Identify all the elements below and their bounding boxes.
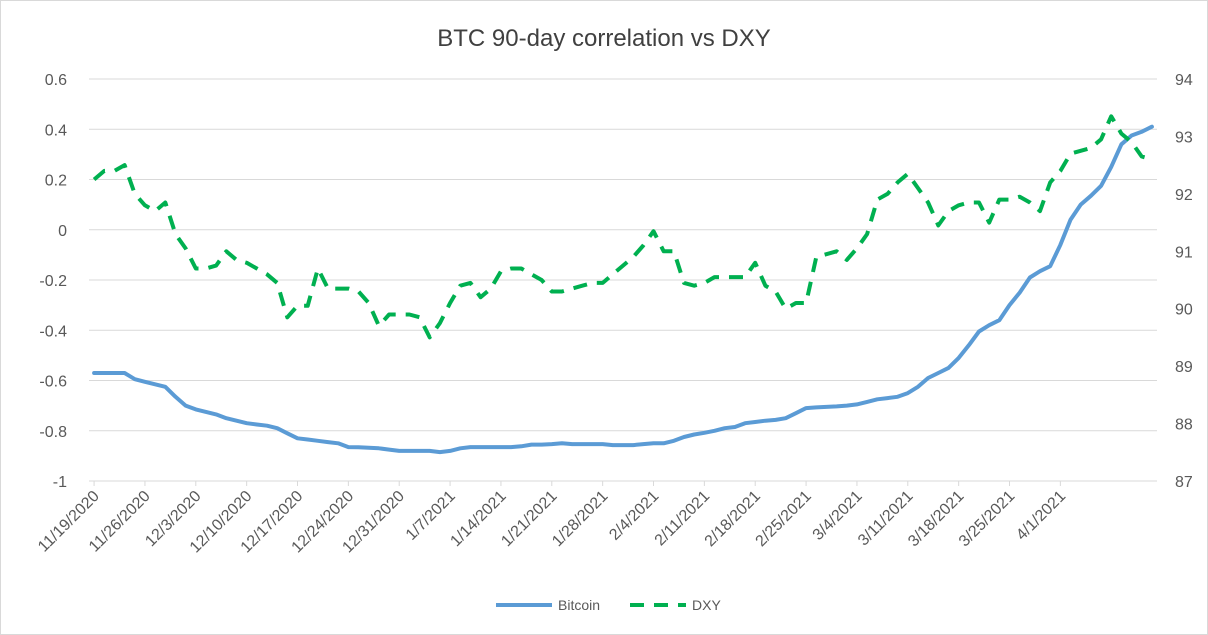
legend: Bitcoin DXY	[496, 597, 721, 613]
left-tick-label: 0.6	[45, 72, 67, 89]
bitcoin-series-line	[92, 124, 1154, 455]
x-tick-label: 4/1/2021	[1013, 488, 1069, 544]
legend-label: Bitcoin	[558, 597, 600, 613]
x-tick-label: 3/25/2021	[956, 488, 1018, 550]
left-tick-label: -0.6	[39, 374, 67, 391]
left-tick-label: 0.4	[45, 122, 67, 139]
right-tick-label: 93	[1175, 129, 1193, 146]
left-tick-label: 0	[58, 223, 67, 240]
right-tick-label: 91	[1175, 244, 1193, 261]
left-tick-label: -1	[53, 474, 67, 491]
right-tick-label: 94	[1175, 72, 1193, 89]
left-tick-label: -0.4	[39, 323, 67, 340]
right-tick-label: 87	[1175, 474, 1193, 491]
gridlines	[89, 78, 1157, 482]
left-tick-label: 0.2	[45, 173, 67, 190]
left-tick-label: -0.2	[39, 273, 67, 290]
right-tick-label: 90	[1175, 302, 1193, 319]
right-tick-label: 92	[1175, 187, 1193, 204]
right-tick-label: 89	[1175, 359, 1193, 376]
right-y-axis: 94 93 92 91 90 89 88 87	[1175, 72, 1193, 491]
legend-label: DXY	[692, 597, 721, 613]
x-axis: 11/19/202011/26/202012/3/202012/10/20201…	[35, 481, 1069, 556]
dxy-series-line	[92, 114, 1153, 340]
chart-title: BTC 90-day correlation vs DXY	[437, 25, 770, 52]
left-tick-label: -0.8	[39, 424, 67, 441]
x-tick-label: 1/28/2021	[549, 488, 611, 550]
series-lines	[92, 114, 1154, 455]
x-tick-label: 2/25/2021	[753, 488, 815, 550]
left-y-axis: 0.6 0.4 0.2 0 -0.2 -0.4 -0.6 -0.8 -1	[39, 72, 67, 491]
right-tick-label: 88	[1175, 417, 1193, 434]
